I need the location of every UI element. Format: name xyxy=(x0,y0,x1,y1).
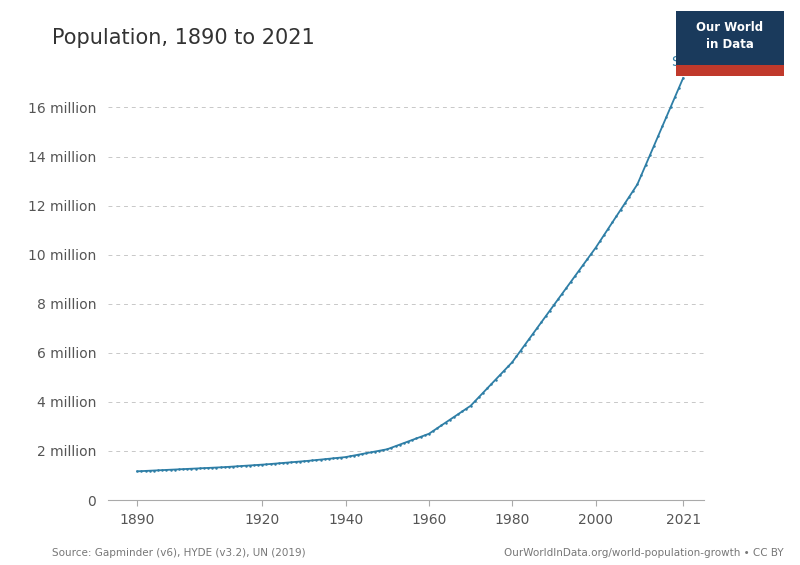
FancyBboxPatch shape xyxy=(676,11,784,76)
FancyBboxPatch shape xyxy=(676,64,784,76)
Text: Our World
in Data: Our World in Data xyxy=(697,21,763,51)
Text: Source: Gapminder (v6), HYDE (v3.2), UN (2019): Source: Gapminder (v6), HYDE (v3.2), UN … xyxy=(52,548,306,558)
Text: OurWorldInData.org/world-population-growth • CC BY: OurWorldInData.org/world-population-grow… xyxy=(504,548,784,558)
Text: Senegal: Senegal xyxy=(670,55,726,69)
Text: Population, 1890 to 2021: Population, 1890 to 2021 xyxy=(52,28,314,48)
